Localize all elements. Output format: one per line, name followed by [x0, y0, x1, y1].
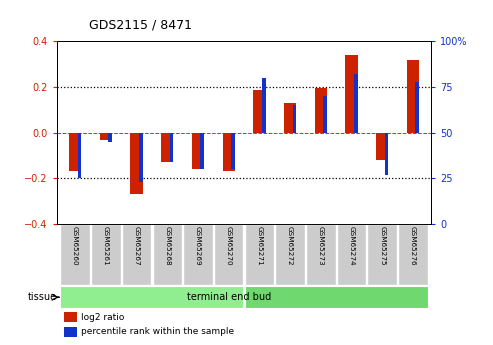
Text: GSM65275: GSM65275	[379, 226, 385, 265]
Bar	[407, 60, 419, 133]
Bar	[139, 133, 142, 182]
Bar	[292, 105, 296, 133]
Bar	[367, 224, 397, 285]
Bar	[214, 224, 244, 285]
Bar	[284, 103, 296, 133]
Bar	[385, 133, 388, 175]
Bar	[64, 327, 77, 337]
Bar	[77, 133, 81, 178]
Bar	[122, 224, 151, 285]
Bar	[323, 96, 327, 133]
Bar	[231, 133, 235, 169]
Bar	[337, 224, 366, 285]
Text: GSM65260: GSM65260	[72, 226, 78, 265]
Bar	[108, 133, 112, 142]
Bar	[201, 133, 204, 169]
Text: GDS2115 / 8471: GDS2115 / 8471	[89, 18, 192, 31]
Text: tissue: tissue	[28, 292, 57, 302]
Text: GSM65273: GSM65273	[318, 226, 324, 265]
Bar	[69, 133, 81, 171]
Text: GSM65272: GSM65272	[287, 226, 293, 265]
Bar	[276, 224, 305, 285]
Bar	[253, 90, 266, 133]
Text: GSM65271: GSM65271	[256, 226, 262, 265]
Bar	[416, 81, 419, 133]
Bar	[354, 74, 357, 133]
Bar	[60, 224, 90, 285]
Bar	[192, 133, 204, 169]
Text: GSM65270: GSM65270	[226, 226, 232, 265]
Bar	[131, 133, 142, 194]
Text: GSM65261: GSM65261	[103, 226, 109, 265]
Text: percentile rank within the sample: percentile rank within the sample	[81, 327, 234, 336]
Bar	[161, 133, 174, 162]
Bar	[315, 88, 327, 133]
Bar	[152, 224, 182, 285]
Text: GSM65269: GSM65269	[195, 226, 201, 265]
Text: GSM65274: GSM65274	[349, 226, 354, 265]
Text: log2 ratio: log2 ratio	[81, 313, 124, 322]
Bar	[398, 224, 428, 285]
Bar	[183, 224, 212, 285]
Text: GSM65268: GSM65268	[164, 226, 170, 265]
Bar	[262, 78, 266, 133]
Bar	[60, 286, 244, 308]
Bar	[170, 133, 174, 162]
Bar	[245, 286, 428, 308]
Bar	[64, 313, 77, 323]
Bar	[376, 133, 388, 160]
Bar	[306, 224, 336, 285]
Text: terminal end bud: terminal end bud	[186, 292, 271, 302]
Bar	[346, 55, 357, 133]
Text: GSM65276: GSM65276	[410, 226, 416, 265]
Text: GSM65267: GSM65267	[134, 226, 140, 265]
Bar	[91, 224, 121, 285]
Bar	[245, 224, 274, 285]
Bar	[222, 133, 235, 171]
Bar	[100, 133, 112, 139]
